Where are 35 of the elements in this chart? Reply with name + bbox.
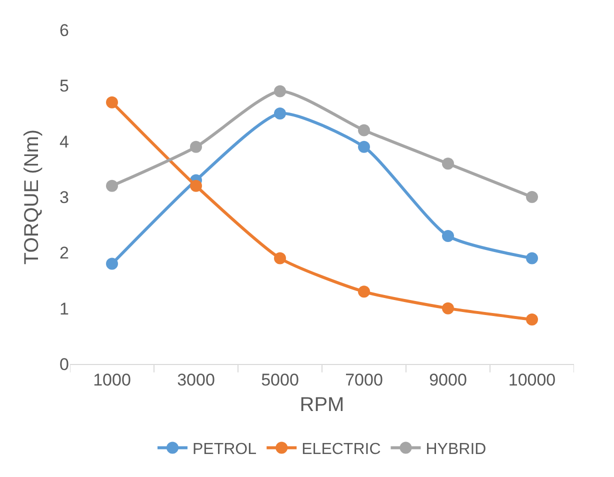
x-tick-label: 7000: [345, 370, 383, 390]
legend-label: ELECTRIC: [302, 440, 381, 458]
x-tick-label: 9000: [429, 370, 467, 390]
y-tick-label: 5: [60, 76, 69, 96]
point: [106, 180, 118, 192]
point: [442, 302, 454, 314]
y-tick-label: 4: [60, 132, 69, 152]
point: [358, 286, 370, 298]
y-tick-label: 2: [60, 244, 69, 263]
legend-label: PETROL: [192, 440, 257, 458]
point: [526, 313, 538, 326]
y-tick-label: 1: [60, 299, 69, 318]
y-tick-label: 0: [60, 354, 69, 374]
point: [526, 191, 538, 203]
point: [358, 124, 370, 136]
x-axis-title: RPM: [300, 394, 344, 416]
point: [190, 140, 202, 153]
point: [274, 108, 286, 120]
point: [442, 158, 454, 170]
point: [274, 85, 286, 98]
y-tick-label: 3: [60, 188, 69, 207]
legend-label: HYBRID: [426, 440, 486, 458]
point: [442, 230, 454, 242]
point: [106, 258, 118, 270]
point: [526, 252, 538, 264]
x-tick-label: 1000: [93, 370, 131, 390]
point: [190, 180, 202, 192]
point: [274, 252, 286, 264]
y-axis-title: TORQUE (Nm): [21, 129, 44, 265]
point: [106, 96, 118, 108]
x-tick-label: 10000: [508, 370, 556, 390]
x-tick-label: 3000: [177, 370, 215, 390]
point: [358, 140, 370, 153]
y-tick-label: 6: [60, 20, 69, 40]
x-tick-label: 5000: [261, 370, 299, 390]
